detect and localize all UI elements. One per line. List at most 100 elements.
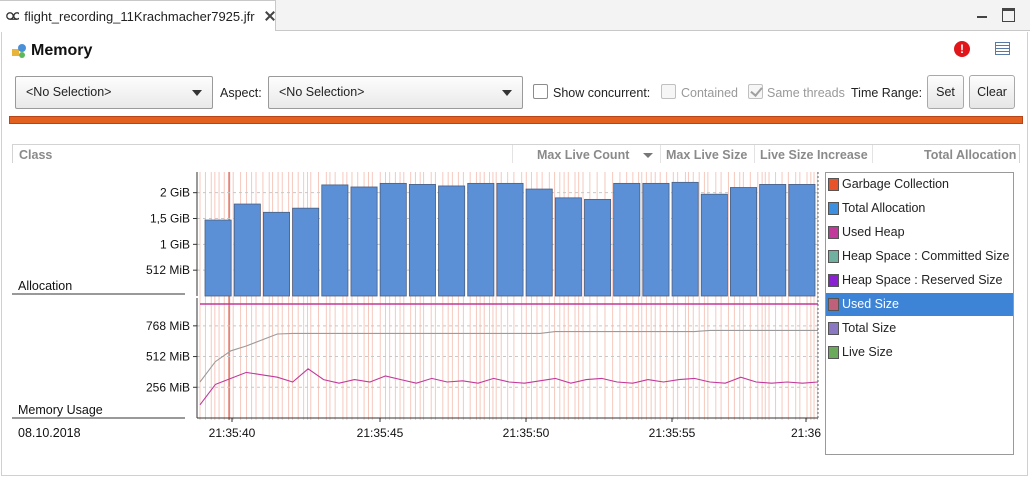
memory-tick-label: 512 MiB	[146, 350, 190, 364]
sort-descending-icon	[643, 153, 653, 158]
contained-label: Contained	[681, 86, 738, 100]
allocation-bar	[496, 182, 524, 297]
x-tick-label: 21:35:45	[357, 426, 404, 440]
memory-tick-label: 768 MiB	[146, 319, 190, 333]
x-tick-label: 21:36	[791, 426, 821, 440]
time-range-selector[interactable]	[9, 116, 1023, 124]
memory-usage-chart-title: Memory Usage	[18, 403, 103, 417]
legend-swatch-icon	[828, 202, 839, 215]
x-tick-label: 21:35:50	[503, 426, 550, 440]
show-concurrent-label: Show concurrent:	[553, 86, 651, 100]
allocation-bar	[613, 182, 641, 297]
allocation-bar	[350, 186, 378, 297]
allocation-bar	[262, 211, 290, 297]
legend-swatch-icon	[828, 178, 839, 191]
aspect-select[interactable]: <No Selection>	[268, 76, 523, 109]
column-total-allocation[interactable]: Total Allocation	[924, 148, 1017, 162]
column-class[interactable]: Class	[19, 148, 53, 162]
allocation-tick-label: 512 MiB	[146, 263, 190, 277]
allocation-tick-label: 2 GiB	[160, 186, 190, 200]
legend-item-heap-space-committed-size[interactable]: Heap Space : Committed Size	[826, 245, 1013, 268]
legend-item-heap-space-reserved-size[interactable]: Heap Space : Reserved Size	[826, 269, 1013, 292]
chevron-down-icon	[502, 90, 512, 96]
legend-swatch-icon	[828, 322, 839, 335]
recording-icon	[6, 12, 20, 20]
legend-swatch-icon	[828, 250, 839, 263]
legend-label: Live Size	[842, 345, 893, 359]
allocation-bar	[671, 181, 699, 297]
legend-label: Heap Space : Committed Size	[842, 249, 1010, 263]
contained-checkbox[interactable]	[661, 84, 676, 99]
allocation-tick-label: 1,5 GiB	[150, 212, 190, 226]
legend-item-used-size[interactable]: Used Size	[826, 293, 1013, 316]
allocation-bar	[759, 183, 787, 297]
allocation-bar	[642, 182, 670, 297]
allocation-bar	[379, 182, 407, 297]
allocation-bar	[204, 219, 232, 297]
time-range-label: Time Range:	[851, 86, 923, 100]
series-used-size	[199, 368, 819, 406]
set-button[interactable]: Set	[927, 75, 964, 109]
allocation-bar	[467, 182, 495, 297]
legend-item-total-size[interactable]: Total Size	[826, 317, 1013, 340]
editor-tab-strip: flight_recording_11Krachmacher7925.jfr	[0, 0, 1030, 31]
column-max-live-size[interactable]: Max Live Size	[666, 148, 748, 162]
legend-item-live-size[interactable]: Live Size	[826, 341, 1013, 364]
legend-label: Garbage Collection	[842, 177, 950, 191]
memory-tick-label: 256 MiB	[146, 380, 190, 394]
allocation-bar	[584, 198, 612, 297]
class-table-header: Class Max Live Count Max Live Size Live …	[12, 144, 1020, 163]
chart-legend: Garbage Collection Total Allocation Used H…	[825, 172, 1014, 455]
allocation-bar	[730, 187, 758, 297]
filter-toolbar: <No Selection> Aspect: <No Selection> Sh…	[2, 68, 1029, 112]
page-header: Memory !	[2, 32, 1029, 66]
x-tick-label: 21:35:40	[209, 426, 256, 440]
legend-label: Total Allocation	[842, 201, 926, 215]
legend-item-garbage-collection[interactable]: Garbage Collection	[826, 173, 1013, 196]
legend-swatch-icon	[828, 226, 839, 239]
class-filter-select[interactable]: <No Selection>	[15, 76, 213, 109]
allocation-bar	[233, 203, 261, 297]
maximize-icon[interactable]	[1000, 7, 1016, 22]
table-settings-icon[interactable]	[995, 42, 1010, 55]
column-max-live-count[interactable]: Max Live Count	[537, 148, 630, 162]
aspect-value: <No Selection>	[279, 85, 365, 99]
legend-label: Used Size	[842, 297, 899, 311]
legend-swatch-icon	[828, 298, 839, 311]
show-concurrent-checkbox[interactable]	[533, 84, 548, 99]
clear-button[interactable]: Clear	[969, 75, 1015, 109]
allocation-bar	[554, 197, 582, 297]
x-tick-label: 21:35:55	[649, 426, 696, 440]
memory-icon	[12, 44, 26, 58]
minimize-icon[interactable]	[974, 7, 990, 21]
legend-swatch-icon	[828, 346, 839, 359]
memory-page: Memory ! <No Selection> Aspect: <No Sele…	[1, 32, 1028, 476]
class-filter-value: <No Selection>	[26, 85, 112, 99]
legend-swatch-icon	[828, 274, 839, 287]
allocation-bar	[525, 188, 553, 297]
editor-tab[interactable]: flight_recording_11Krachmacher7925.jfr	[0, 0, 276, 31]
same-threads-label: Same threads	[767, 86, 845, 100]
allocation-bar	[700, 193, 728, 297]
series-total-size	[199, 329, 818, 383]
recording-date: 08.10.2018	[18, 426, 81, 440]
allocation-chart-title: Allocation	[18, 279, 73, 293]
allocation-bar	[292, 207, 320, 297]
allocation-bar	[438, 185, 466, 297]
page-title: Memory	[31, 42, 93, 59]
allocation-tick-label: 1 GiB	[160, 237, 190, 251]
allocation-bar	[408, 183, 436, 297]
aspect-label: Aspect:	[220, 86, 262, 100]
same-threads-checkbox[interactable]	[748, 84, 763, 99]
legend-item-total-allocation[interactable]: Total Allocation	[826, 197, 1013, 220]
legend-label: Total Size	[842, 321, 897, 335]
column-live-size-increase[interactable]: Live Size Increase	[760, 148, 868, 162]
allocation-bar	[321, 184, 349, 297]
legend-item-used-heap[interactable]: Used Heap	[826, 221, 1013, 244]
error-icon[interactable]: !	[954, 41, 970, 57]
legend-label: Heap Space : Reserved Size	[842, 273, 1003, 287]
legend-label: Used Heap	[842, 225, 905, 239]
allocation-bar	[788, 183, 816, 297]
tab-title: flight_recording_11Krachmacher7925.jfr	[24, 8, 255, 24]
